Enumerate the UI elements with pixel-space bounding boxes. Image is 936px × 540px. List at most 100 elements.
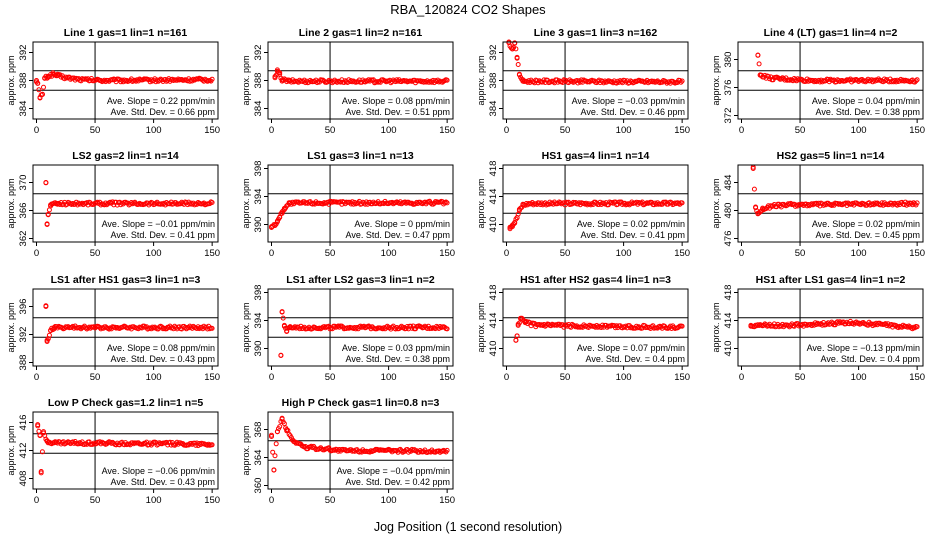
- data-point: [209, 76, 215, 82]
- data-point: [512, 219, 518, 225]
- x-tick-label: 0: [34, 125, 39, 136]
- data-point: [679, 323, 685, 329]
- data-point: [515, 62, 521, 67]
- x-tick-label: 50: [325, 248, 336, 259]
- y-tick-label: 388: [18, 355, 29, 371]
- x-tick-label: 0: [739, 125, 744, 136]
- x-tick-label: 100: [146, 495, 162, 506]
- y-tick-label: 480: [723, 203, 734, 219]
- data-point: [272, 453, 278, 459]
- data-points: [269, 198, 450, 230]
- data-point: [272, 222, 278, 228]
- panel-title: LS1 after HS1 gas=3 lin=1 n=3: [51, 274, 201, 286]
- panel-title: High P Check gas=1 lin=0.8 n=3: [282, 397, 440, 409]
- data-point: [281, 205, 287, 211]
- data-point: [277, 215, 283, 220]
- x-tick-label: 100: [851, 248, 867, 259]
- plot-frame: [737, 164, 924, 243]
- average-slope-annotation: Ave. Slope = 0.02 ppm/min: [812, 219, 920, 229]
- data-point: [516, 320, 522, 326]
- panel-title: Line 2 gas=1 lin=2 n=161: [299, 27, 423, 39]
- data-points: [269, 415, 450, 473]
- x-tick-label: 150: [439, 125, 455, 136]
- data-point: [44, 339, 50, 344]
- average-stddev-annotation: Ave. Std. Dev. = 0.47 ppm: [346, 230, 450, 240]
- data-point: [277, 71, 283, 77]
- data-point: [755, 210, 761, 216]
- y-tick-label: 364: [253, 450, 264, 466]
- data-point: [914, 200, 920, 206]
- data-point: [94, 199, 100, 205]
- data-point: [290, 437, 296, 443]
- x-tick-label: 150: [439, 495, 455, 506]
- y-axis-label: approx. ppm: [241, 302, 251, 352]
- data-point: [284, 427, 290, 432]
- y-tick-label: 394: [253, 313, 264, 329]
- y-tick-label: 414: [488, 189, 499, 205]
- data-point: [314, 80, 320, 86]
- average-stddev-annotation: Ave. Std. Dev. = 0.42 ppm: [346, 477, 450, 487]
- x-tick-label: 0: [504, 248, 509, 259]
- data-point: [760, 206, 766, 212]
- x-tick-label: 150: [674, 248, 690, 259]
- data-point: [34, 78, 39, 83]
- x-tick-label: 100: [381, 495, 397, 506]
- data-point: [281, 421, 287, 427]
- plot-frame: [502, 164, 689, 243]
- data-points: [34, 70, 215, 101]
- panel-title: LS1 after LS2 gas=3 lin=1 n=2: [286, 274, 435, 286]
- x-tick-label: 0: [739, 372, 744, 383]
- data-point: [278, 353, 284, 358]
- panel-4: Line 4 (LT) gas=1 lin=4 n=2 0 50 100 150 372 3…: [711, 27, 925, 136]
- data-point: [43, 180, 49, 185]
- data-point: [44, 438, 50, 444]
- y-tick-label: 368: [253, 422, 264, 438]
- y-tick-label: 398: [253, 285, 264, 301]
- y-tick-label: 410: [488, 217, 499, 233]
- data-point: [41, 84, 46, 90]
- x-tick-label: 100: [381, 125, 397, 136]
- panel-title: Line 1 gas=1 lin=1 n=161: [64, 27, 188, 39]
- data-point: [209, 442, 215, 448]
- data-point: [271, 467, 277, 473]
- panel-8: HS2 gas=5 lin=1 n=14 0 50 100 150 476 480 484ap…: [711, 150, 925, 259]
- x-tick-label: 50: [90, 495, 101, 506]
- y-tick-label: 418: [488, 285, 499, 301]
- y-tick-label: 394: [253, 189, 264, 205]
- y-axis-label: approx. ppm: [711, 55, 721, 105]
- y-tick-label: 392: [18, 45, 29, 61]
- x-tick-label: 50: [325, 125, 336, 136]
- x-tick-label: 50: [795, 248, 806, 259]
- x-tick-label: 100: [616, 372, 632, 383]
- data-point: [41, 430, 46, 436]
- y-tick-label: 416: [18, 415, 29, 431]
- data-point: [106, 326, 112, 332]
- panel-1: Line 1 gas=1 lin=1 n=161 0 50 100 150 384 388 3…: [6, 27, 220, 136]
- y-tick-label: 392: [18, 327, 29, 343]
- y-tick-label: 388: [18, 73, 29, 89]
- x-tick-label: 150: [204, 125, 220, 136]
- y-axis-label: approx. ppm: [6, 55, 16, 105]
- x-tick-label: 0: [269, 372, 274, 383]
- data-point: [107, 199, 113, 205]
- plot-frame: [32, 164, 219, 243]
- y-axis-label: approx. ppm: [476, 55, 486, 105]
- panel-7: HS1 gas=4 lin=1 n=14 0 50 100 150 410 414 418ap…: [476, 150, 690, 259]
- y-axis-label: approx. ppm: [6, 302, 16, 352]
- data-point: [444, 200, 450, 206]
- data-point: [880, 79, 886, 85]
- data-point: [776, 324, 782, 330]
- data-point: [37, 432, 43, 438]
- data-point: [506, 40, 512, 46]
- panel-2: Line 2 gas=1 lin=2 n=161 0 50 100 150 384 388 3…: [241, 27, 455, 136]
- data-point: [279, 416, 285, 422]
- data-points: [750, 164, 920, 217]
- data-point: [678, 79, 684, 85]
- average-stddev-annotation: Ave. Std. Dev. = 0.43 ppm: [111, 354, 215, 364]
- y-axis-label: approx. ppm: [711, 302, 721, 352]
- x-tick-label: 0: [739, 248, 744, 259]
- data-point: [516, 208, 522, 213]
- x-tick-label: 50: [90, 125, 101, 136]
- x-tick-label: 100: [146, 125, 162, 136]
- data-point: [753, 204, 759, 210]
